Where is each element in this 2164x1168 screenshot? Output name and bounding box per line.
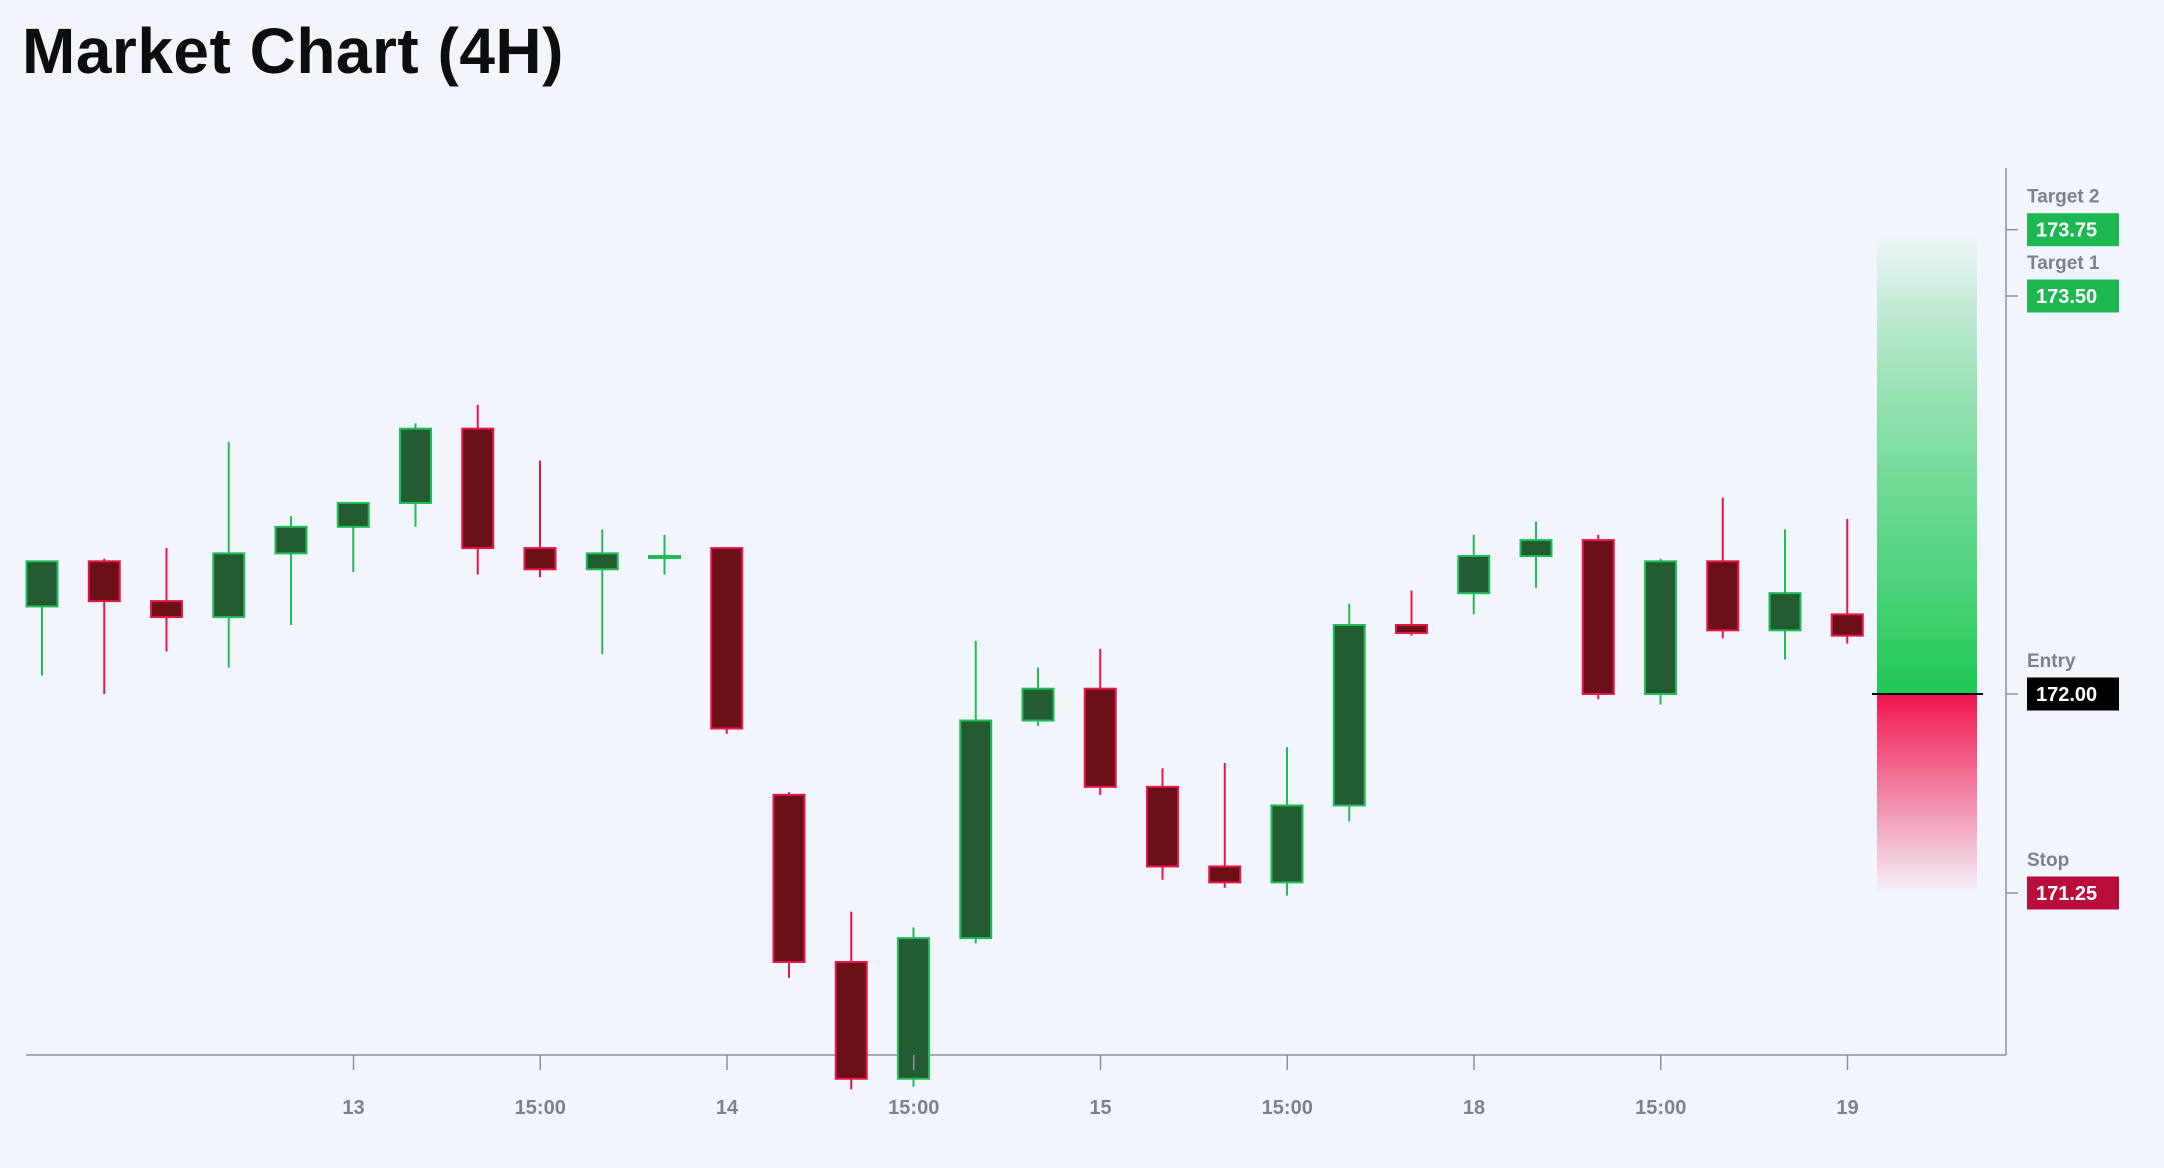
candle-body: [150, 600, 183, 619]
bullish-candle: [959, 640, 993, 944]
bullish-candle: [25, 560, 59, 676]
bearish-candle: [523, 460, 557, 578]
price-level-stop: Stop 171.25: [2006, 850, 2119, 910]
price-level-label: Entry: [2027, 651, 2076, 672]
candle-body: [1581, 539, 1615, 696]
bullish-candle: [399, 423, 432, 527]
bullish-candle: [1270, 747, 1304, 896]
candle-body: [274, 525, 308, 555]
candles: [25, 404, 1864, 1090]
x-tick-label: 15:00: [888, 1097, 939, 1119]
candle-body: [1332, 624, 1366, 807]
loss-zone: [1877, 694, 1977, 890]
candle-body: [1083, 687, 1117, 788]
bearish-candle: [834, 911, 868, 1090]
price-level-label: Target 1: [2027, 253, 2100, 274]
bullish-candle: [1021, 667, 1055, 726]
candle-body: [523, 547, 557, 571]
candle-body: [1146, 785, 1179, 868]
bullish-candle: [274, 516, 308, 626]
price-level-label: Stop: [2027, 850, 2069, 871]
chart-title: Market Chart (4H): [22, 15, 564, 87]
candle-body: [461, 427, 495, 550]
bearish-candle: [1208, 762, 1242, 888]
x-tick-label: 19: [1836, 1097, 1858, 1119]
x-tick-label: 18: [1463, 1097, 1485, 1119]
price-level-entry: Entry 172.00: [2006, 651, 2119, 711]
price-level-value: 173.50: [2036, 286, 2097, 308]
bullish-candle: [1332, 603, 1366, 822]
price-level-badge: [2027, 279, 2119, 313]
candle-body: [1706, 560, 1740, 632]
bullish-candle: [648, 534, 681, 575]
candle-body: [772, 793, 806, 963]
price-level-value: 171.25: [2036, 883, 2097, 905]
price-level-target: Target 2 173.75: [2006, 187, 2119, 247]
profit-zone: [1877, 238, 1977, 694]
bearish-candle: [150, 548, 183, 652]
bearish-candle: [710, 547, 744, 734]
bullish-candle: [585, 529, 619, 655]
price-level-value: 173.75: [2036, 220, 2097, 242]
x-tick-label: 13: [342, 1097, 364, 1119]
candle-body: [710, 547, 744, 730]
candle-body: [1519, 539, 1553, 558]
bearish-candle: [87, 558, 121, 694]
bearish-candle: [1830, 518, 1864, 644]
candle-body: [585, 552, 619, 571]
candle-body: [1021, 687, 1055, 722]
trade-zones: [1872, 238, 1983, 890]
price-level-label: Target 2: [2027, 187, 2100, 208]
x-axis-ticks: 13 15:00 14 15:00 15 15:00 18 15:00 19: [342, 1055, 1859, 1119]
candle-body: [87, 560, 121, 603]
x-tick-label: 15:00: [1635, 1097, 1686, 1119]
price-level-badge: [2027, 677, 2119, 711]
price-level-target: Target 1 173.50: [2006, 253, 2119, 313]
price-level-badge: [2027, 213, 2119, 247]
chart-axes: [26, 168, 2007, 1056]
candle-body: [336, 501, 370, 528]
candle-body: [648, 555, 681, 560]
x-tick-label: 15: [1089, 1097, 1111, 1119]
bullish-candle: [1457, 534, 1491, 615]
candle-body: [1768, 592, 1802, 632]
bullish-candle: [1644, 558, 1677, 705]
candle-body: [25, 560, 59, 608]
candle-body: [834, 960, 868, 1080]
price-level-value: 172.00: [2036, 684, 2097, 706]
candle-body: [959, 719, 993, 940]
bearish-candle: [772, 792, 806, 978]
bullish-candle: [1519, 521, 1553, 588]
x-tick-label: 15:00: [515, 1097, 566, 1119]
bearish-candle: [1083, 648, 1117, 795]
candle-body: [1644, 560, 1677, 695]
bullish-candle: [1768, 529, 1802, 660]
candle-body: [1830, 613, 1864, 637]
price-level-badge: [2027, 876, 2119, 910]
bearish-candle: [461, 404, 495, 575]
candle-body: [1395, 624, 1428, 634]
bearish-candle: [1581, 534, 1615, 700]
candle-body: [212, 552, 246, 619]
x-tick-label: 14: [716, 1097, 739, 1119]
candle-body: [1270, 804, 1304, 884]
candle-body: [399, 427, 432, 504]
bullish-candle: [336, 501, 370, 572]
bearish-candle: [1146, 768, 1179, 880]
x-tick-label: 15:00: [1262, 1097, 1313, 1119]
bullish-candle: [212, 441, 246, 668]
bearish-candle: [1395, 590, 1428, 636]
price-levels: Target 2 173.75 Target 1 173.50 Entry 172.00 S…: [2006, 187, 2119, 910]
bearish-candle: [1706, 497, 1740, 639]
candle-body: [1457, 555, 1491, 595]
candle-body: [1208, 865, 1242, 884]
